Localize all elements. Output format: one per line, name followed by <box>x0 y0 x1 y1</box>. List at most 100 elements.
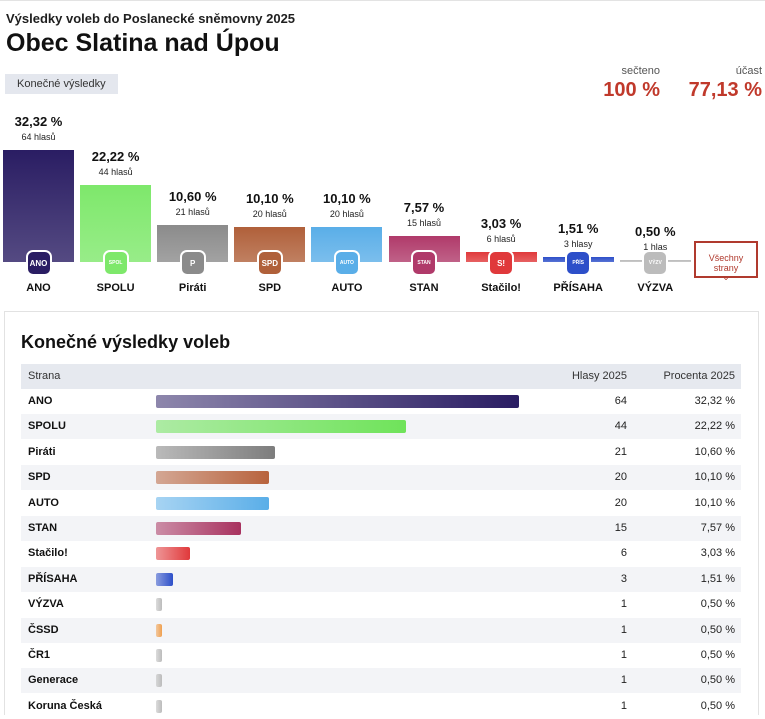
bar-percent-label: 32,32 % <box>14 114 63 129</box>
row-percent: 0,50 % <box>700 699 735 712</box>
bar-column-výzva[interactable]: 0,50 % 1 hlas VÝZV VÝZVA <box>619 0 691 300</box>
row-percent: 0,50 % <box>700 649 735 661</box>
table-row[interactable]: SPD 20 10,10 % <box>21 465 741 491</box>
table-row[interactable]: Generace 1 0,50 % <box>21 668 741 694</box>
bar-column-stan[interactable]: 7,57 % 15 hlasů STAN STAN <box>388 0 460 300</box>
table-row[interactable]: STAN 15 7,57 % <box>21 516 741 541</box>
party-logo-icon: S! <box>490 252 513 274</box>
bar-votes-label: 20 hlasů <box>252 209 287 219</box>
row-party-name: SPD <box>28 471 51 484</box>
header-votes[interactable]: Hlasy 2025 <box>571 370 627 382</box>
table-row[interactable]: PŘÍSAHA 3 1,51 % <box>21 566 741 592</box>
table-row[interactable]: SPOLU 44 22,22 % <box>21 414 741 440</box>
table-row[interactable]: AUTO 20 10,10 % <box>21 491 741 516</box>
row-bar <box>156 445 276 459</box>
row-votes: 15 <box>614 522 627 534</box>
bar-column-auto[interactable]: 10,10 % 20 hlasů AUTO AUTO <box>311 0 383 300</box>
row-votes: 3 <box>620 572 627 585</box>
table-header: Strana Hlasy 2025 Procenta 2025 <box>21 364 741 389</box>
page-subtitle: Výsledky voleb do Poslanecké sněmovny 20… <box>6 11 296 26</box>
row-percent: 22,22 % <box>694 420 735 433</box>
row-percent: 32,32 % <box>694 395 735 407</box>
row-votes: 44 <box>614 420 627 433</box>
bar-votes-label: 64 hlasů <box>21 132 56 142</box>
bar-percent-label: 10,10 % <box>323 191 371 206</box>
bar-party-label: PŘÍSAHA <box>553 282 603 294</box>
row-party-name: SPOLU <box>28 420 66 433</box>
table-row[interactable]: ANO 64 32,32 % <box>21 389 741 414</box>
row-votes: 1 <box>620 649 627 661</box>
row-party-name: AUTO <box>28 496 59 509</box>
bar-percent-label: 7,57 % <box>403 199 445 215</box>
party-logo-icon: P <box>181 252 204 274</box>
row-party-name: PŘÍSAHA <box>28 572 78 585</box>
bar-percent-label: 0,50 % <box>635 224 676 239</box>
row-bar <box>156 572 174 586</box>
bar-column-stačilo![interactable]: 3,03 % 6 hlasů S! Stačilo! <box>465 0 537 300</box>
header-percent[interactable]: Procenta 2025 <box>663 370 735 382</box>
results-panel <box>4 311 759 715</box>
page-title: Obec Slatina nad Úpou <box>6 29 280 57</box>
table-row[interactable]: Stačilo! 6 3,03 % <box>21 541 741 566</box>
bar-votes-label: 21 hlasů <box>175 207 210 218</box>
row-percent: 10,60 % <box>694 445 735 458</box>
row-percent: 10,10 % <box>694 471 735 484</box>
row-percent: 7,57 % <box>700 522 735 534</box>
all-parties-button[interactable]: Všechny strany ⌄ <box>694 241 758 282</box>
table-row[interactable]: VÝZVA 1 0,50 % <box>21 592 741 617</box>
row-party-name: Stačilo! <box>28 547 68 560</box>
row-party-name: ČSSD <box>28 623 59 636</box>
row-bar <box>156 496 270 510</box>
row-bar <box>156 699 162 713</box>
bar[interactable] <box>3 150 74 262</box>
bar-column-ano[interactable]: 32,32 % 64 hlasů ANO ANO <box>3 0 74 300</box>
bar-votes-label: 3 hlasy <box>563 238 593 249</box>
header-party[interactable]: Strana <box>28 370 61 382</box>
row-bar <box>156 674 162 688</box>
bar-party-label: Stačilo! <box>481 282 521 294</box>
turnout-label: účast <box>735 65 762 77</box>
table-row[interactable]: ČSSD 1 0,50 % <box>21 617 741 643</box>
bar-column-spd[interactable]: 10,10 % 20 hlasů SPD SPD <box>234 0 306 300</box>
bar-votes-label: 15 hlasů <box>406 217 442 228</box>
row-bar <box>156 598 162 612</box>
table-row[interactable]: Koruna Česká 1 0,50 % <box>21 694 741 719</box>
counted-stat: sečteno 100 % <box>590 65 660 102</box>
turnout-value: 77,13 % <box>688 79 762 101</box>
row-party-name: STAN <box>28 522 58 534</box>
row-bar <box>156 623 162 637</box>
all-parties-label: Všechny strany <box>708 253 744 273</box>
row-votes: 1 <box>620 623 627 636</box>
bar-votes-label: 1 hlas <box>643 242 668 252</box>
party-logo-icon: STAN <box>413 252 435 274</box>
counted-value: 100 % <box>603 79 660 101</box>
turnout-stat: účast 77,13 % <box>672 65 762 102</box>
row-percent: 0,50 % <box>700 598 735 611</box>
row-percent: 0,50 % <box>700 674 735 687</box>
row-bar <box>156 547 191 561</box>
party-logo-icon: SPOL <box>104 252 127 274</box>
row-party-name: ANO <box>28 395 53 407</box>
bar-column-spolu[interactable]: 22,22 % 44 hlasů SPOL SPOLU <box>80 0 152 300</box>
bar-column-přísaha[interactable]: 1,51 % 3 hlasy PŘÍS PŘÍSAHA <box>542 0 614 300</box>
row-party-name: ČR1 <box>28 649 51 661</box>
bar-votes-label: 6 hlasů <box>486 233 516 244</box>
party-logo-icon: VÝZV <box>644 252 667 274</box>
row-bar <box>156 649 162 662</box>
bar-percent-label: 10,10 % <box>245 191 294 206</box>
row-percent: 1,51 % <box>700 572 735 585</box>
row-bar <box>156 471 270 485</box>
row-votes: 21 <box>614 445 627 458</box>
bar[interactable] <box>80 185 152 262</box>
table-row[interactable]: ČR1 1 0,50 % <box>21 643 741 668</box>
counted-label: sečteno <box>621 65 660 77</box>
bar-column-piráti[interactable]: 10,60 % 21 hlasů P Piráti <box>157 0 229 300</box>
row-bar <box>156 420 406 434</box>
bar-party-label: SPOLU <box>96 282 135 294</box>
bar-percent-label: 1,51 % <box>557 220 599 236</box>
table-row[interactable]: Piráti 21 10,60 % <box>21 440 741 465</box>
row-party-name: Koruna Česká <box>28 699 102 712</box>
bar-percent-label: 22,22 % <box>91 149 140 164</box>
party-logo-icon: AUTO <box>335 252 358 274</box>
row-party-name: Piráti <box>28 445 56 458</box>
